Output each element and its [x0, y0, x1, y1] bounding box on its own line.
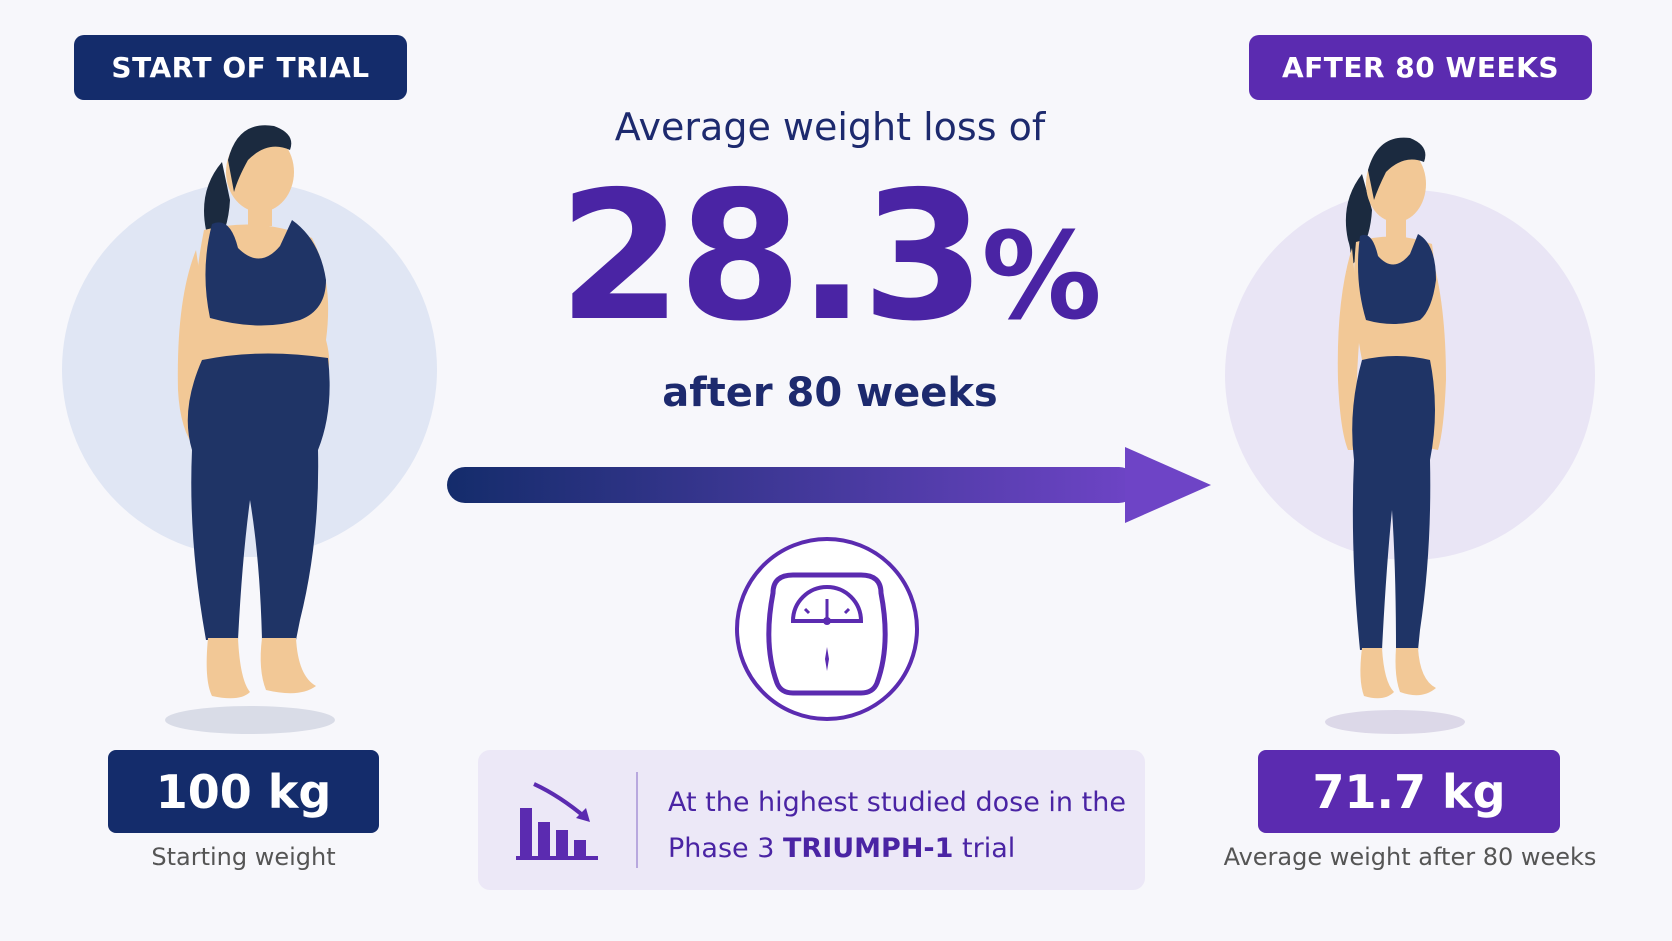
duration-subline: after 80 weeks: [662, 370, 998, 416]
percentage-value: 28.3: [558, 153, 985, 360]
declining-bar-chart-icon: [516, 782, 598, 860]
average-end-weight-value: 71.7 kg: [1258, 750, 1560, 833]
trial-suffix-text: trial: [962, 833, 1016, 864]
starting-weight-value: 100 kg: [108, 750, 379, 833]
weight-loss-percentage: 28.3%: [500, 168, 1160, 346]
trial-info-box: At the highest studied dose in the Phase…: [478, 750, 1145, 890]
percentage-unit: %: [981, 208, 1102, 347]
starting-weight-caption: Starting weight: [151, 843, 336, 871]
arrow-right-icon: [447, 447, 1211, 523]
trial-info-text: At the highest studied dose in the Phase…: [668, 780, 1128, 872]
scale-icon: [735, 537, 919, 721]
trial-name: TRIUMPH-1: [782, 833, 954, 864]
average-end-weight-caption: Average weight after 80 weeks: [1223, 843, 1597, 871]
after-figure: [1325, 137, 1465, 734]
before-figure: [165, 125, 335, 734]
start-of-trial-badge: START OF TRIAL: [74, 35, 407, 100]
trial-info-line-2: Phase 3 TRIUMPH-1 trial: [668, 826, 1128, 872]
headline: Average weight loss of: [614, 105, 1046, 149]
info-divider: [636, 772, 638, 868]
after-80-weeks-badge: AFTER 80 WEEKS: [1249, 35, 1592, 100]
trial-info-line-1: At the highest studied dose in the: [668, 787, 1126, 818]
trial-phase-text: Phase 3: [668, 833, 775, 864]
